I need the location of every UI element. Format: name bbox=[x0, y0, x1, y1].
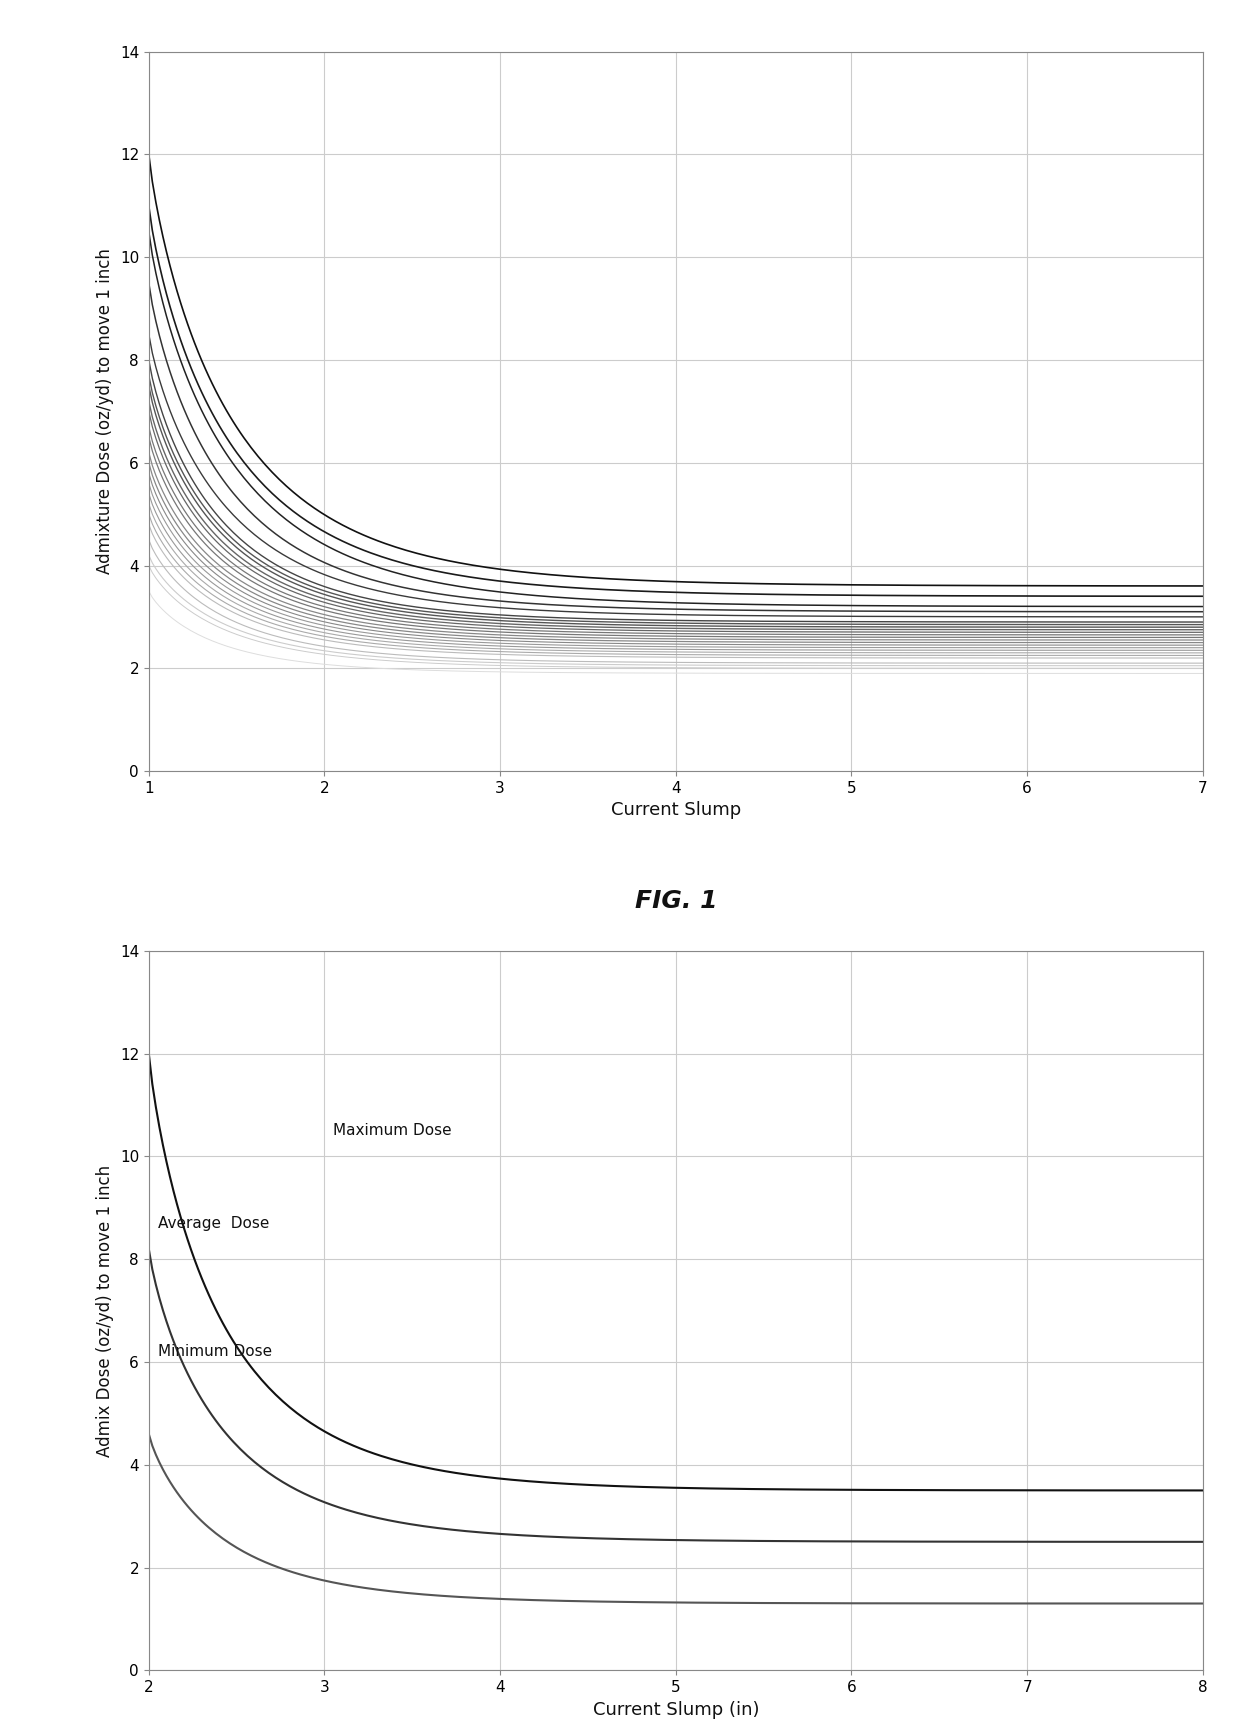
Y-axis label: Admixture Dose (oz/yd) to move 1 inch: Admixture Dose (oz/yd) to move 1 inch bbox=[97, 248, 114, 575]
Text: Maximum Dose: Maximum Dose bbox=[334, 1123, 451, 1138]
Text: Average  Dose: Average Dose bbox=[157, 1216, 269, 1231]
Text: FIG. 1: FIG. 1 bbox=[635, 889, 717, 913]
X-axis label: Current Slump (in): Current Slump (in) bbox=[593, 1701, 759, 1719]
X-axis label: Current Slump: Current Slump bbox=[610, 801, 742, 820]
Text: Minimum Dose: Minimum Dose bbox=[157, 1345, 272, 1359]
Y-axis label: Admix Dose (oz/yd) to move 1 inch: Admix Dose (oz/yd) to move 1 inch bbox=[97, 1164, 114, 1457]
